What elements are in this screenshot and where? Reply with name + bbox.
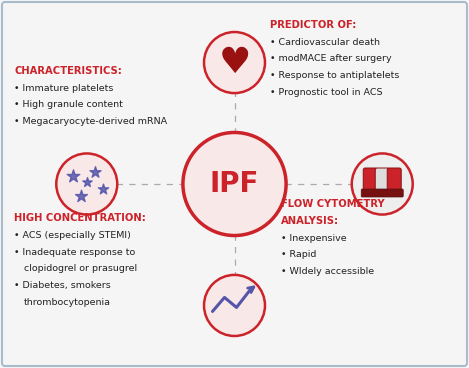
Point xyxy=(83,179,91,185)
Text: • ACS (especially STEMI): • ACS (especially STEMI) xyxy=(14,231,131,240)
Point xyxy=(91,169,98,175)
FancyBboxPatch shape xyxy=(387,168,401,194)
Text: ANALYSIS:: ANALYSIS: xyxy=(281,216,340,226)
Text: clopidogrel or prasugrel: clopidogrel or prasugrel xyxy=(24,264,137,273)
Point xyxy=(77,193,84,199)
Text: • Megacaryocyte-derived mRNA: • Megacaryocyte-derived mRNA xyxy=(14,117,167,126)
Text: FLOW CYTOMETRY: FLOW CYTOMETRY xyxy=(281,199,385,209)
Text: • Inadequate response to: • Inadequate response to xyxy=(14,248,136,256)
Ellipse shape xyxy=(183,132,286,236)
Text: IPF: IPF xyxy=(210,170,259,198)
Text: HIGH CONCENTRATION:: HIGH CONCENTRATION: xyxy=(14,213,146,223)
Text: PREDICTOR OF:: PREDICTOR OF: xyxy=(270,20,356,30)
Ellipse shape xyxy=(56,153,117,215)
Point xyxy=(69,173,76,179)
Text: • Immature platelets: • Immature platelets xyxy=(14,84,113,93)
FancyBboxPatch shape xyxy=(375,168,389,194)
Text: • WIdely accessible: • WIdely accessible xyxy=(281,267,375,276)
Ellipse shape xyxy=(204,275,265,336)
FancyBboxPatch shape xyxy=(363,168,377,194)
Text: • Cardiovascular death: • Cardiovascular death xyxy=(270,38,380,47)
Ellipse shape xyxy=(352,153,413,215)
Point xyxy=(99,186,106,192)
Text: CHARACTERISTICS:: CHARACTERISTICS: xyxy=(14,66,122,76)
Text: ♥: ♥ xyxy=(218,46,251,79)
Text: • Prognostic tool in ACS: • Prognostic tool in ACS xyxy=(270,88,382,97)
Text: • High granule content: • High granule content xyxy=(14,100,123,109)
Text: • Response to antiplatelets: • Response to antiplatelets xyxy=(270,71,399,80)
Text: • Rapid: • Rapid xyxy=(281,250,317,259)
Text: • Inexpensive: • Inexpensive xyxy=(281,234,347,243)
Text: thrombocytopenia: thrombocytopenia xyxy=(24,298,111,307)
Text: • Diabetes, smokers: • Diabetes, smokers xyxy=(14,281,111,290)
Ellipse shape xyxy=(204,32,265,93)
FancyBboxPatch shape xyxy=(361,189,403,197)
Text: • modMACE after surgery: • modMACE after surgery xyxy=(270,54,391,63)
